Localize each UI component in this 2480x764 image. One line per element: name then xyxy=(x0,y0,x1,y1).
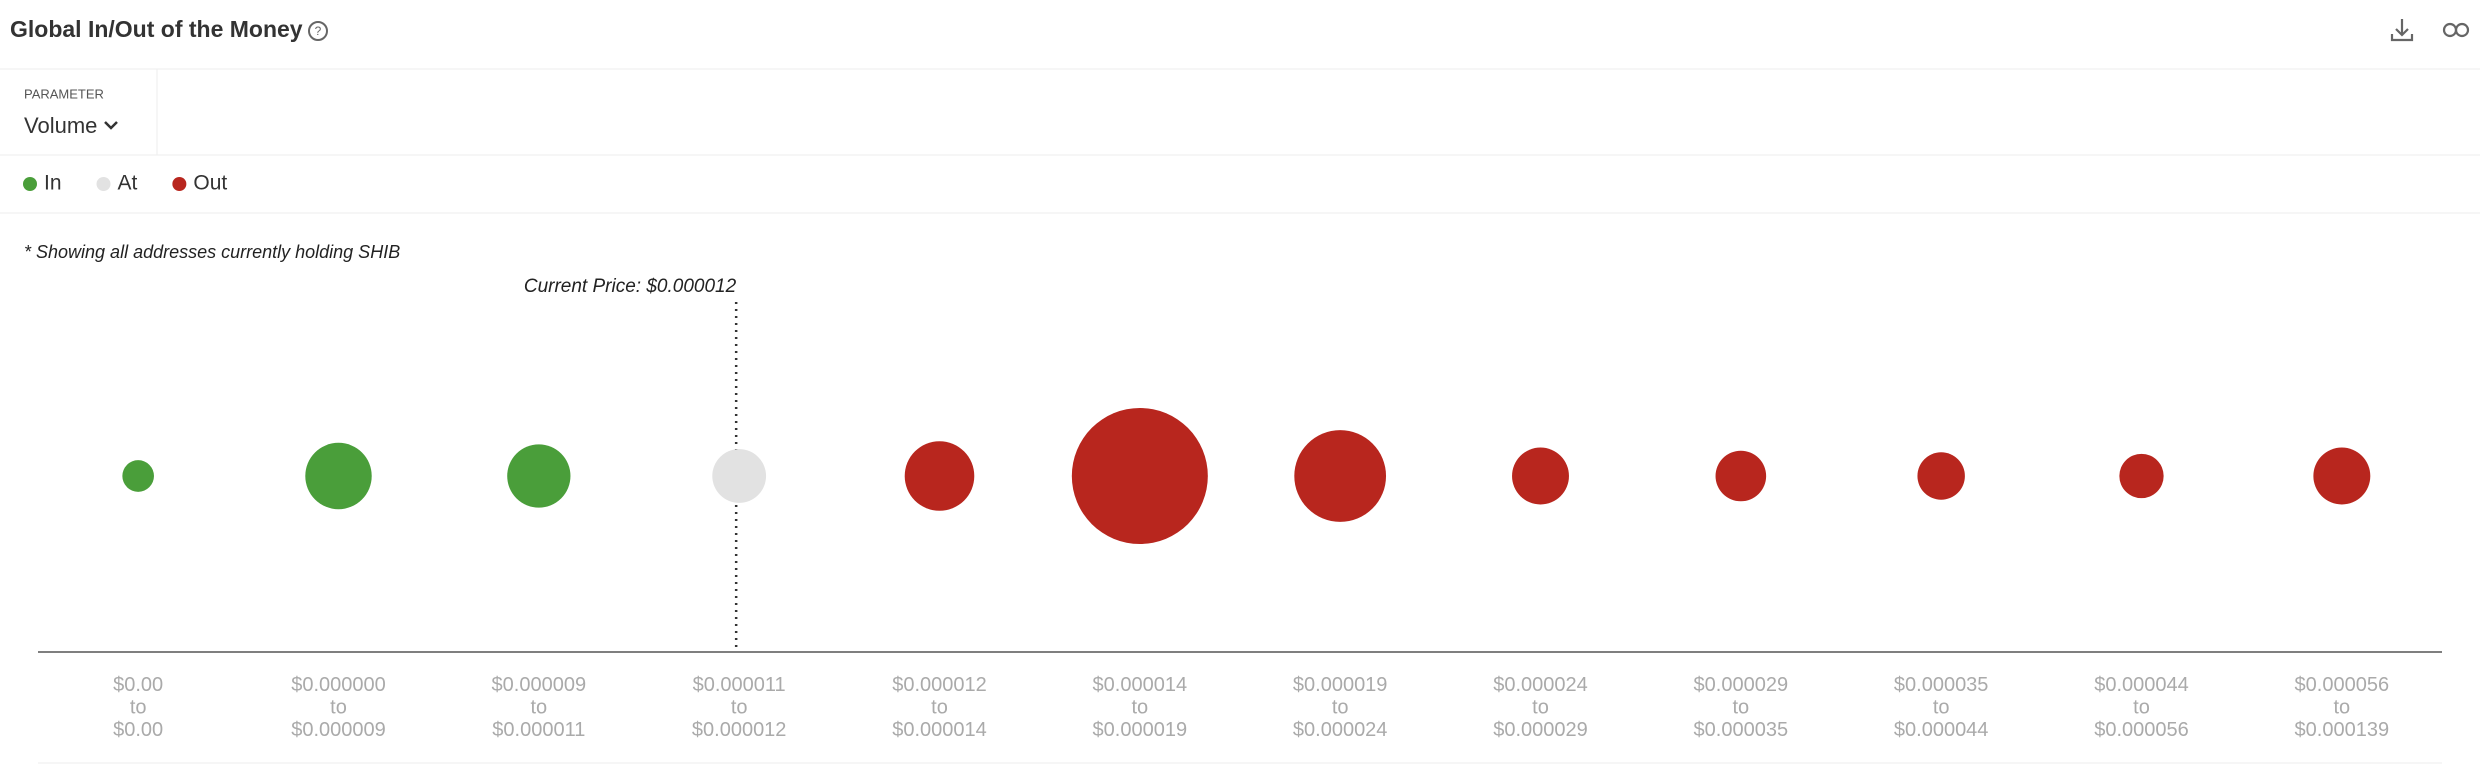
bubble xyxy=(712,449,767,503)
parameter-value: Volume xyxy=(24,113,97,138)
x-tick-label: $0.000056 to $0.000139 xyxy=(2295,674,2390,741)
legend-label: Out xyxy=(193,172,227,195)
x-tick-label: $0.000029 to $0.000035 xyxy=(1694,674,1789,741)
legend-label: In xyxy=(44,172,62,195)
x-tick-line: to xyxy=(1732,697,1749,719)
x-tick-line: $0.000024 xyxy=(1493,674,1588,696)
parameter-label: PARAMETER xyxy=(24,86,104,101)
x-tick-line: to xyxy=(330,697,347,719)
bubble xyxy=(122,460,154,492)
x-tick-line: $0.000044 xyxy=(2094,674,2189,696)
bubble xyxy=(1917,452,1965,500)
x-tick-line: to xyxy=(130,697,147,719)
svg-text:?: ? xyxy=(315,24,322,38)
parameter-dropdown[interactable]: Volume xyxy=(24,113,118,138)
x-tick-line: to xyxy=(1532,697,1549,719)
x-tick-line: to xyxy=(530,697,547,719)
x-tick-line: $0.000024 xyxy=(1293,719,1388,741)
x-tick-line: $0.000009 xyxy=(291,719,386,741)
x-tick-line: $0.000035 xyxy=(1694,719,1789,741)
x-tick-label: $0.000024 to $0.000029 xyxy=(1493,674,1588,741)
x-tick-line: $0.000056 xyxy=(2295,674,2390,696)
bubble xyxy=(507,444,571,508)
x-tick-line: $0.000044 xyxy=(1894,719,1989,741)
x-tick-line: $0.000012 xyxy=(692,719,787,741)
bubble xyxy=(2313,447,2371,505)
x-tick-line: $0.000014 xyxy=(892,719,987,741)
legend-marker xyxy=(23,177,37,191)
annotation: Current Price: $0.000012 xyxy=(524,276,737,297)
x-tick-line: to xyxy=(1933,697,1950,719)
x-tick-line: to xyxy=(1332,697,1349,719)
x-tick-label: $0.000012 to $0.000014 xyxy=(892,674,987,741)
download-icon[interactable] xyxy=(2390,19,2414,42)
x-tick-line: to xyxy=(2333,697,2350,719)
x-tick-line: to xyxy=(2133,697,2150,719)
x-tick-label: $0.000000 to $0.000009 xyxy=(291,674,386,741)
x-tick-label: $0.000011 to $0.000012 xyxy=(692,674,787,741)
bubble xyxy=(1071,408,1208,544)
bubble xyxy=(1512,447,1569,505)
x-tick-line: to xyxy=(1131,697,1148,719)
x-tick-line: $0.000056 xyxy=(2094,719,2189,741)
legend-label: At xyxy=(118,172,138,195)
x-tick-line: to xyxy=(931,697,948,719)
legend-marker xyxy=(172,177,187,191)
x-tick-line: $0.000014 xyxy=(1093,674,1188,696)
x-tick-label: $0.000044 to $0.000056 xyxy=(2094,674,2189,741)
bubble xyxy=(305,442,372,510)
x-tick-line: $0.000011 xyxy=(492,719,585,741)
x-tick-line: $0.000139 xyxy=(2295,719,2390,741)
x-tick-line: $0.000012 xyxy=(892,674,987,696)
x-tick-label: $0.000019 to $0.000024 xyxy=(1293,674,1388,741)
x-tick-line: $0.000029 xyxy=(1493,719,1588,741)
x-tick-line: $0.000019 xyxy=(1093,719,1188,741)
x-tick-line: $0.000000 xyxy=(291,674,386,696)
x-tick-line: to xyxy=(731,697,748,719)
x-tick-line: $0.000009 xyxy=(492,674,587,696)
x-tick-label: $0.000009 to $0.000011 xyxy=(492,674,587,741)
x-tick-label: $0.000014 to $0.000019 xyxy=(1093,674,1188,741)
bubble xyxy=(904,441,975,511)
x-tick-line: $0.00 xyxy=(113,674,163,696)
bubble xyxy=(2119,453,2164,499)
x-tick-line: $0.000029 xyxy=(1694,674,1789,696)
x-tick-label: $0.000035 to $0.000044 xyxy=(1894,674,1989,741)
x-tick-line: $0.000035 xyxy=(1894,674,1989,696)
x-tick-line: $0.000019 xyxy=(1293,674,1388,696)
bubble xyxy=(1715,450,1767,502)
x-tick-line: $0.00 xyxy=(113,719,163,741)
legend-marker xyxy=(96,177,111,191)
help-icon[interactable]: ? xyxy=(308,21,328,41)
x-tick-label: $0.00 to $0.00 xyxy=(113,674,163,741)
note: * Showing all addresses currently holdin… xyxy=(24,242,400,262)
bubble xyxy=(1294,430,1387,522)
title: Global In/Out of the Money xyxy=(10,16,303,42)
link-icon[interactable] xyxy=(2442,22,2470,38)
x-tick-line: $0.000011 xyxy=(693,674,786,696)
